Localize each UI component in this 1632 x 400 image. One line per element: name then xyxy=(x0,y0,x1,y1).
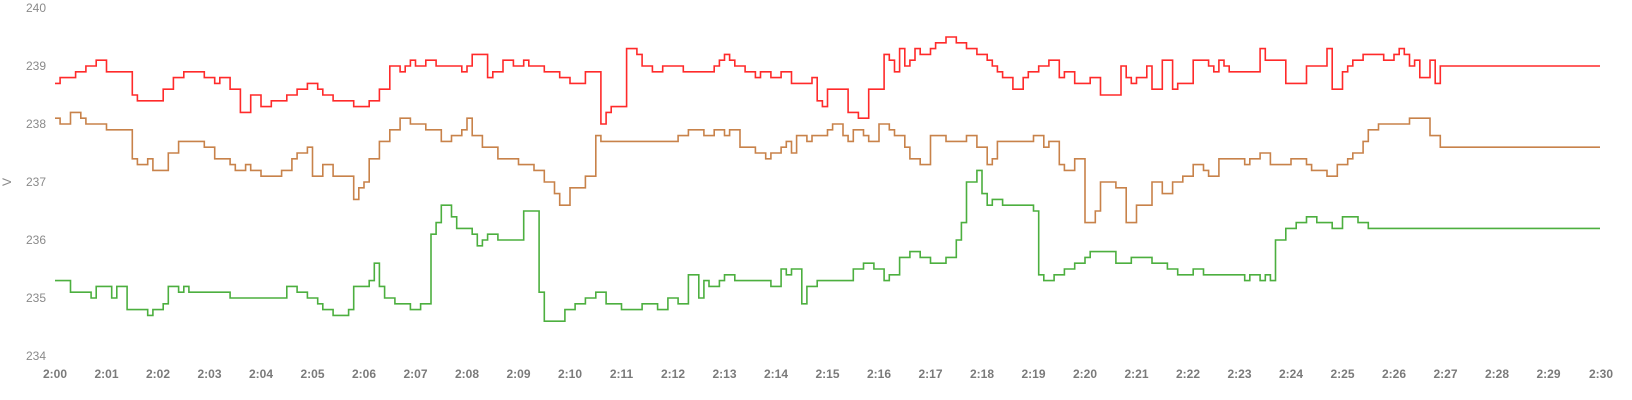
y-tick-label: 238 xyxy=(26,117,46,131)
x-tick-label: 2:11 xyxy=(610,367,634,381)
series-line-1 xyxy=(55,37,1600,124)
x-tick-label: 2:07 xyxy=(403,367,427,381)
x-tick-label: 2:21 xyxy=(1124,367,1148,381)
x-tick-label: 2:16 xyxy=(867,367,891,381)
x-tick-label: 2:30 xyxy=(1589,367,1613,381)
x-tick-label: 2:20 xyxy=(1073,367,1097,381)
x-axis-ticks: 2:00 2:01 2:02 2:03 2:04 2:05 2:06 2:07 2:08 2:09… xyxy=(43,367,1613,381)
x-tick-label: 2:00 xyxy=(43,367,67,381)
x-tick-label: 2:22 xyxy=(1176,367,1200,381)
series-layer xyxy=(55,37,1600,321)
x-tick-label: 2:25 xyxy=(1330,367,1354,381)
x-tick-label: 2:09 xyxy=(506,367,530,381)
y-tick-label: 236 xyxy=(26,233,46,247)
x-tick-label: 2:15 xyxy=(815,367,839,381)
x-tick-label: 2:26 xyxy=(1382,367,1406,381)
series-line-2 xyxy=(55,112,1600,222)
y-tick-label: 240 xyxy=(26,1,46,15)
x-tick-label: 2:23 xyxy=(1227,367,1251,381)
x-tick-label: 2:03 xyxy=(197,367,221,381)
x-tick-label: 2:18 xyxy=(970,367,994,381)
y-tick-label: 237 xyxy=(26,175,46,189)
y-tick-label: 234 xyxy=(26,349,46,363)
x-tick-label: 2:14 xyxy=(764,367,788,381)
x-tick-label: 2:13 xyxy=(712,367,736,381)
x-tick-label: 2:06 xyxy=(352,367,376,381)
x-tick-label: 2:02 xyxy=(146,367,170,381)
x-tick-label: 2:28 xyxy=(1485,367,1509,381)
y-tick-label: 239 xyxy=(26,59,46,73)
x-tick-label: 2:01 xyxy=(94,367,118,381)
x-tick-label: 2:17 xyxy=(918,367,942,381)
series-line-3 xyxy=(55,170,1600,321)
x-tick-label: 2:19 xyxy=(1021,367,1045,381)
y-tick-label: 235 xyxy=(26,291,46,305)
x-tick-label: 2:27 xyxy=(1433,367,1457,381)
x-tick-label: 2:24 xyxy=(1279,367,1303,381)
x-tick-label: 2:04 xyxy=(249,367,273,381)
y-axis-label: V xyxy=(0,178,14,186)
x-tick-label: 2:05 xyxy=(300,367,324,381)
x-tick-label: 2:08 xyxy=(455,367,479,381)
x-tick-label: 2:12 xyxy=(661,367,685,381)
x-tick-label: 2:10 xyxy=(558,367,582,381)
x-tick-label: 2:29 xyxy=(1536,367,1560,381)
y-axis-ticks: 234 235 236 237 238 239 240 xyxy=(26,1,46,363)
